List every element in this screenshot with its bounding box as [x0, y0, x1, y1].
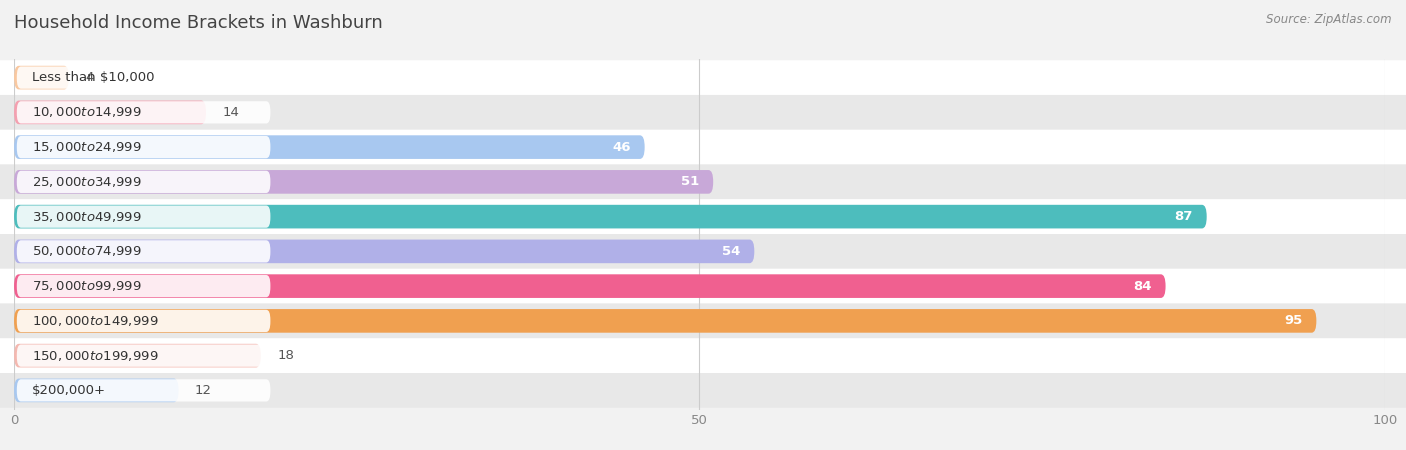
FancyBboxPatch shape [17, 240, 270, 262]
Text: 18: 18 [277, 349, 294, 362]
FancyBboxPatch shape [0, 303, 1406, 338]
Text: $100,000 to $149,999: $100,000 to $149,999 [32, 314, 159, 328]
Text: $15,000 to $24,999: $15,000 to $24,999 [32, 140, 142, 154]
Text: $35,000 to $49,999: $35,000 to $49,999 [32, 210, 142, 224]
FancyBboxPatch shape [0, 338, 1406, 373]
Text: $25,000 to $34,999: $25,000 to $34,999 [32, 175, 142, 189]
Text: 54: 54 [723, 245, 741, 258]
FancyBboxPatch shape [0, 269, 1406, 303]
Text: $150,000 to $199,999: $150,000 to $199,999 [32, 349, 159, 363]
Text: $200,000+: $200,000+ [32, 384, 105, 397]
FancyBboxPatch shape [14, 66, 69, 90]
Text: 4: 4 [86, 71, 94, 84]
Text: Household Income Brackets in Washburn: Household Income Brackets in Washburn [14, 14, 382, 32]
FancyBboxPatch shape [14, 274, 1166, 298]
FancyBboxPatch shape [17, 345, 270, 367]
FancyBboxPatch shape [0, 60, 1406, 95]
FancyBboxPatch shape [14, 135, 644, 159]
FancyBboxPatch shape [0, 234, 1406, 269]
FancyBboxPatch shape [14, 344, 262, 368]
Text: 84: 84 [1133, 279, 1152, 292]
FancyBboxPatch shape [17, 67, 270, 89]
FancyBboxPatch shape [0, 95, 1406, 130]
FancyBboxPatch shape [14, 239, 754, 263]
FancyBboxPatch shape [17, 136, 270, 158]
FancyBboxPatch shape [17, 171, 270, 193]
FancyBboxPatch shape [0, 373, 1406, 408]
Text: 51: 51 [682, 176, 700, 189]
FancyBboxPatch shape [17, 275, 270, 297]
Text: $10,000 to $14,999: $10,000 to $14,999 [32, 105, 142, 119]
Text: 46: 46 [613, 140, 631, 153]
FancyBboxPatch shape [14, 205, 1206, 229]
Text: 95: 95 [1285, 315, 1303, 328]
Text: $75,000 to $99,999: $75,000 to $99,999 [32, 279, 142, 293]
FancyBboxPatch shape [0, 199, 1406, 234]
FancyBboxPatch shape [14, 170, 713, 194]
FancyBboxPatch shape [0, 130, 1406, 165]
Text: 14: 14 [222, 106, 239, 119]
FancyBboxPatch shape [14, 378, 179, 402]
Text: Less than $10,000: Less than $10,000 [32, 71, 155, 84]
FancyBboxPatch shape [17, 310, 270, 332]
FancyBboxPatch shape [14, 309, 1316, 333]
Text: 87: 87 [1174, 210, 1192, 223]
FancyBboxPatch shape [14, 100, 207, 124]
Text: Source: ZipAtlas.com: Source: ZipAtlas.com [1267, 14, 1392, 27]
FancyBboxPatch shape [17, 101, 270, 123]
FancyBboxPatch shape [17, 379, 270, 401]
Text: 12: 12 [195, 384, 212, 397]
Text: $50,000 to $74,999: $50,000 to $74,999 [32, 244, 142, 258]
FancyBboxPatch shape [0, 165, 1406, 199]
FancyBboxPatch shape [17, 206, 270, 228]
